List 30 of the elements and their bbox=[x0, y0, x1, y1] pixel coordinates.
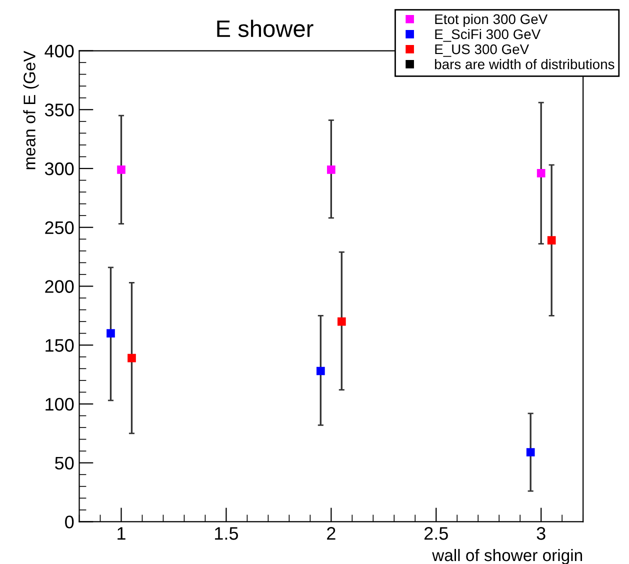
x-tick-label: 1.5 bbox=[215, 527, 238, 540]
point bbox=[526, 448, 535, 456]
y-tick-label: 150 bbox=[46, 339, 74, 352]
legend-label: E_US 300 GeV bbox=[435, 44, 530, 57]
chart-title: E shower bbox=[217, 20, 314, 38]
point bbox=[327, 166, 336, 174]
x-tick-label: 3 bbox=[536, 527, 546, 540]
legend-label: E_SciFi 300 GeV bbox=[435, 28, 541, 42]
y-tick-label: 250 bbox=[45, 221, 74, 234]
x-tick-label: 2.5 bbox=[424, 527, 448, 540]
point bbox=[547, 236, 556, 244]
y-tick-label: 50 bbox=[55, 456, 74, 470]
point bbox=[106, 329, 115, 338]
point bbox=[128, 354, 136, 362]
legend-label: Etot pion 300 GeV bbox=[435, 14, 548, 27]
point bbox=[316, 366, 325, 376]
y-tick-label: 200 bbox=[45, 280, 74, 293]
y-tick-label: 0 bbox=[65, 516, 74, 528]
x-tick-label: 1 bbox=[118, 527, 126, 540]
x-axis-title: wall of shower origin bbox=[432, 548, 582, 564]
annotation: bars are width of distributions bbox=[435, 59, 614, 70]
x-tick-label: 2 bbox=[327, 527, 336, 540]
point bbox=[117, 166, 126, 174]
y-tick-label: 100 bbox=[46, 398, 74, 411]
y-tick-label: 400 bbox=[44, 44, 74, 58]
y-axis-title: mean of E (GeV bbox=[23, 50, 39, 170]
y-tick-label: 300 bbox=[44, 162, 74, 176]
point bbox=[536, 169, 546, 178]
point bbox=[338, 317, 346, 326]
y-tick-label: 350 bbox=[44, 104, 74, 116]
